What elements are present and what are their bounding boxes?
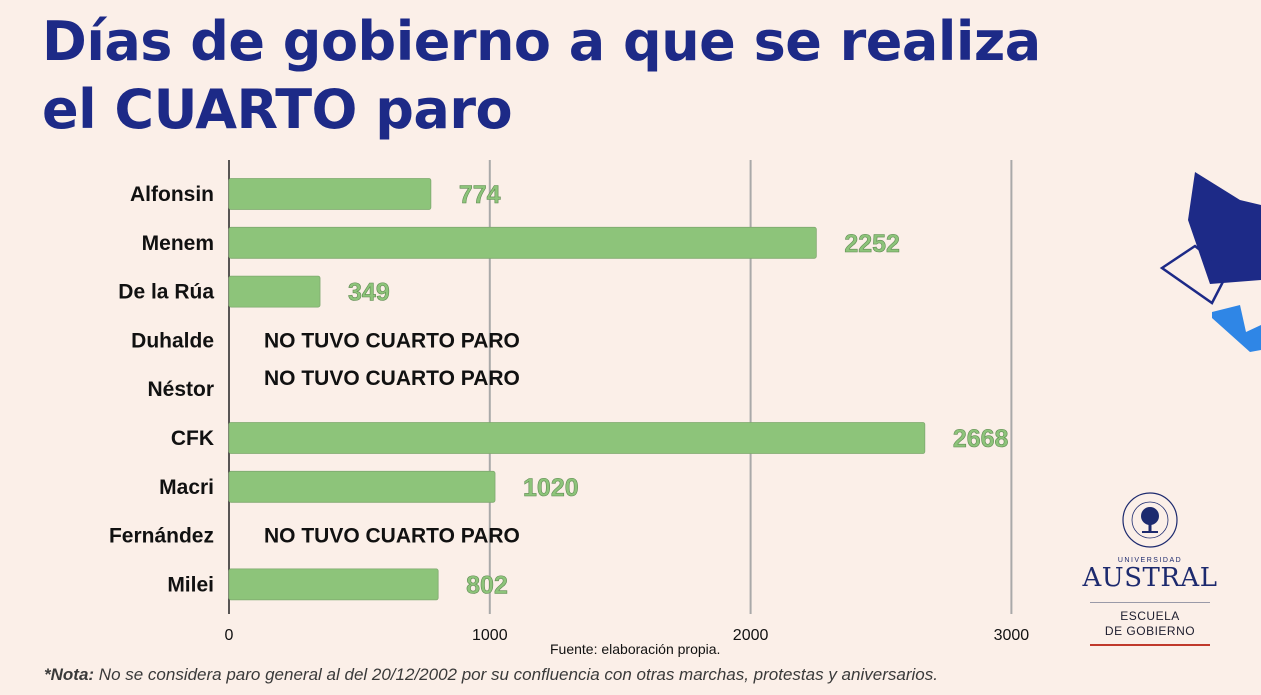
- data-label: 1020: [523, 474, 579, 502]
- category-label: Duhalde: [131, 329, 214, 352]
- logo-name: AUSTRAL: [1082, 563, 1218, 593]
- footnote-text: No se considera paro general al del 20/1…: [94, 665, 938, 684]
- category-label: CFK: [171, 427, 214, 450]
- logo-red-underline: [1090, 644, 1210, 646]
- category-label: Alfonsin: [130, 183, 214, 206]
- chart-title: Días de gobierno a que se realiza el CUA…: [42, 8, 1041, 144]
- data-label: 349: [348, 279, 390, 307]
- category-label: Fernández: [109, 525, 214, 548]
- logo-school-line-1: ESCUELA: [1120, 609, 1180, 623]
- deco-navy-triangle: [1188, 172, 1261, 284]
- bar-chart: 0 1000 2000 3000 Alfonsin 774 Menem 2252 De la R…: [109, 160, 1030, 644]
- category-label: Milei: [167, 573, 214, 596]
- logo-divider: [1090, 602, 1210, 603]
- bar: [228, 178, 432, 210]
- x-tick-label: 3000: [994, 627, 1030, 644]
- data-label: 2252: [844, 230, 900, 258]
- title-line-1: Días de gobierno a que se realiza: [42, 10, 1041, 73]
- bar: [228, 226, 817, 259]
- seal-icon: [1122, 492, 1178, 548]
- data-label: 2668: [953, 425, 1009, 453]
- logo-university: UNIVERSIDAD: [1117, 557, 1183, 564]
- no-strike-annotation: NO TUVO CUARTO PARO: [264, 367, 520, 390]
- title-line-2: el CUARTO paro: [42, 78, 513, 141]
- deco-blue-shape: [1212, 305, 1261, 352]
- bar: [228, 470, 496, 503]
- deco-outline-shape: [1159, 244, 1230, 305]
- category-label: Menem: [142, 232, 214, 255]
- category-label: Néstor: [147, 378, 214, 401]
- logo-school-line-2: DE GOBIERNO: [1104, 624, 1196, 638]
- footnote: *Nota: No se considera paro general al d…: [44, 665, 938, 685]
- data-label: 802: [466, 571, 508, 599]
- bar: [228, 275, 321, 308]
- no-strike-annotation: NO TUVO CUARTO PARO: [264, 329, 520, 352]
- austral-logo: UNIVERSIDAD AUSTRAL ESCUELA DE GOBIERNO: [1080, 490, 1220, 646]
- category-label: De la Rúa: [118, 281, 214, 304]
- source-caption: Fuente: elaboración propia.: [550, 641, 721, 657]
- x-tick-label: 2000: [733, 627, 769, 644]
- x-tick-label: 1000: [472, 627, 508, 644]
- decorative-shapes: [1159, 172, 1261, 352]
- footnote-label: *Nota:: [44, 665, 95, 684]
- category-label: Macri: [159, 476, 214, 499]
- no-strike-annotation: NO TUVO CUARTO PARO: [264, 525, 520, 548]
- bar: [228, 568, 439, 601]
- bar: [228, 422, 926, 454]
- x-tick-label: 0: [225, 627, 234, 644]
- data-label: 774: [459, 181, 501, 209]
